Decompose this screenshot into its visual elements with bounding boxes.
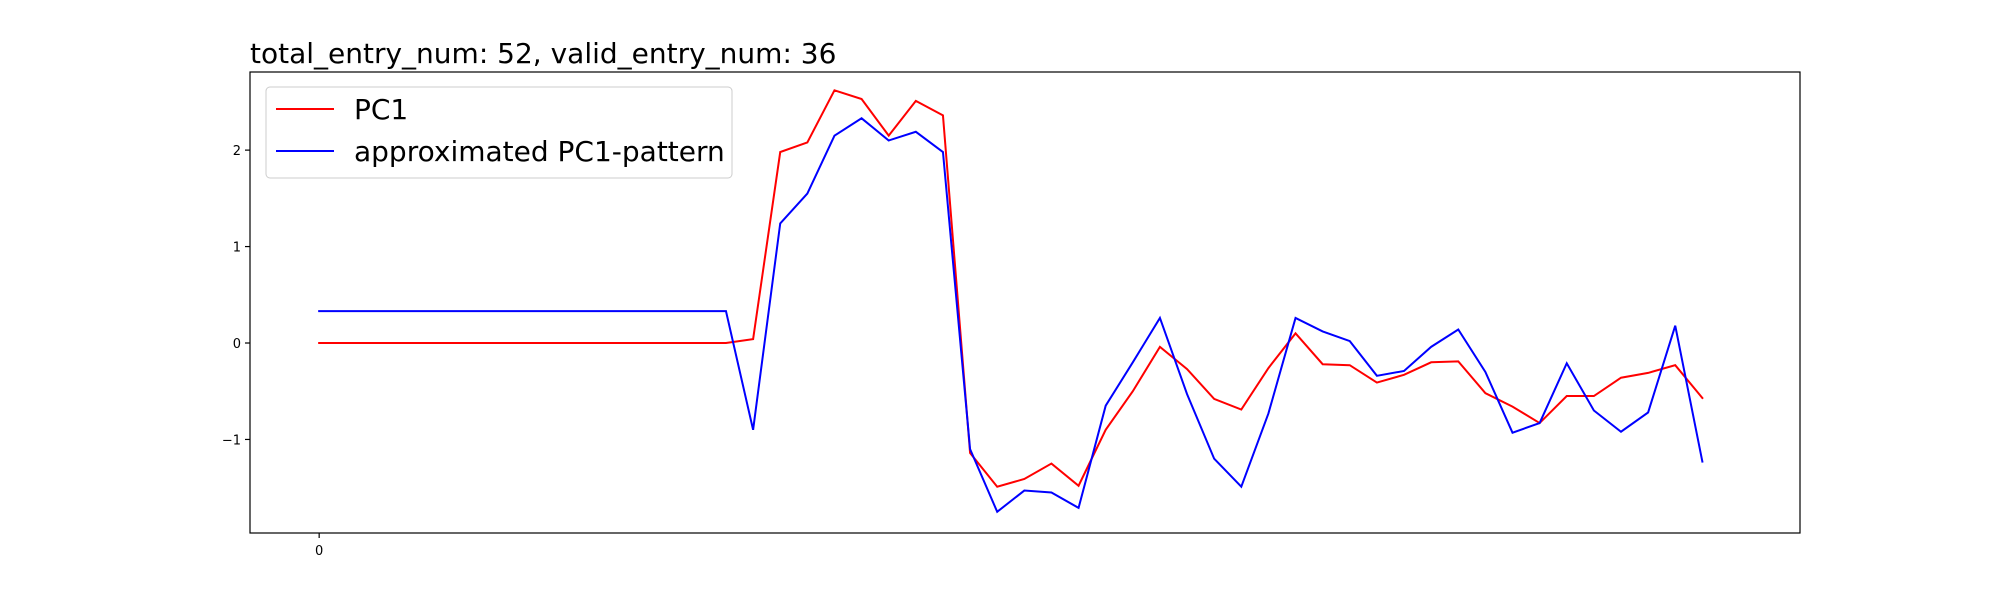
plot-area: −1 0 1 2 0 (222, 71, 1801, 559)
legend-label-1: approximated PC1-pattern (354, 135, 725, 168)
series-line-1 (318, 117, 1704, 514)
axes-frame (249, 71, 1801, 534)
y-tick-label-0: −1 (222, 433, 241, 448)
y-tick-label-3: 2 (233, 144, 241, 159)
y-tick-label-1: 0 (233, 337, 241, 352)
chart-title: total_entry_num: 52, valid_entry_num: 36 (250, 37, 836, 70)
legend: PC1 approximated PC1-pattern (265, 86, 733, 179)
legend-box (265, 86, 733, 179)
y-tick-label-2: 1 (233, 241, 241, 256)
x-tick-label-0: 0 (315, 544, 323, 559)
series-line-0 (318, 89, 1704, 488)
legend-label-0: PC1 (354, 93, 408, 126)
